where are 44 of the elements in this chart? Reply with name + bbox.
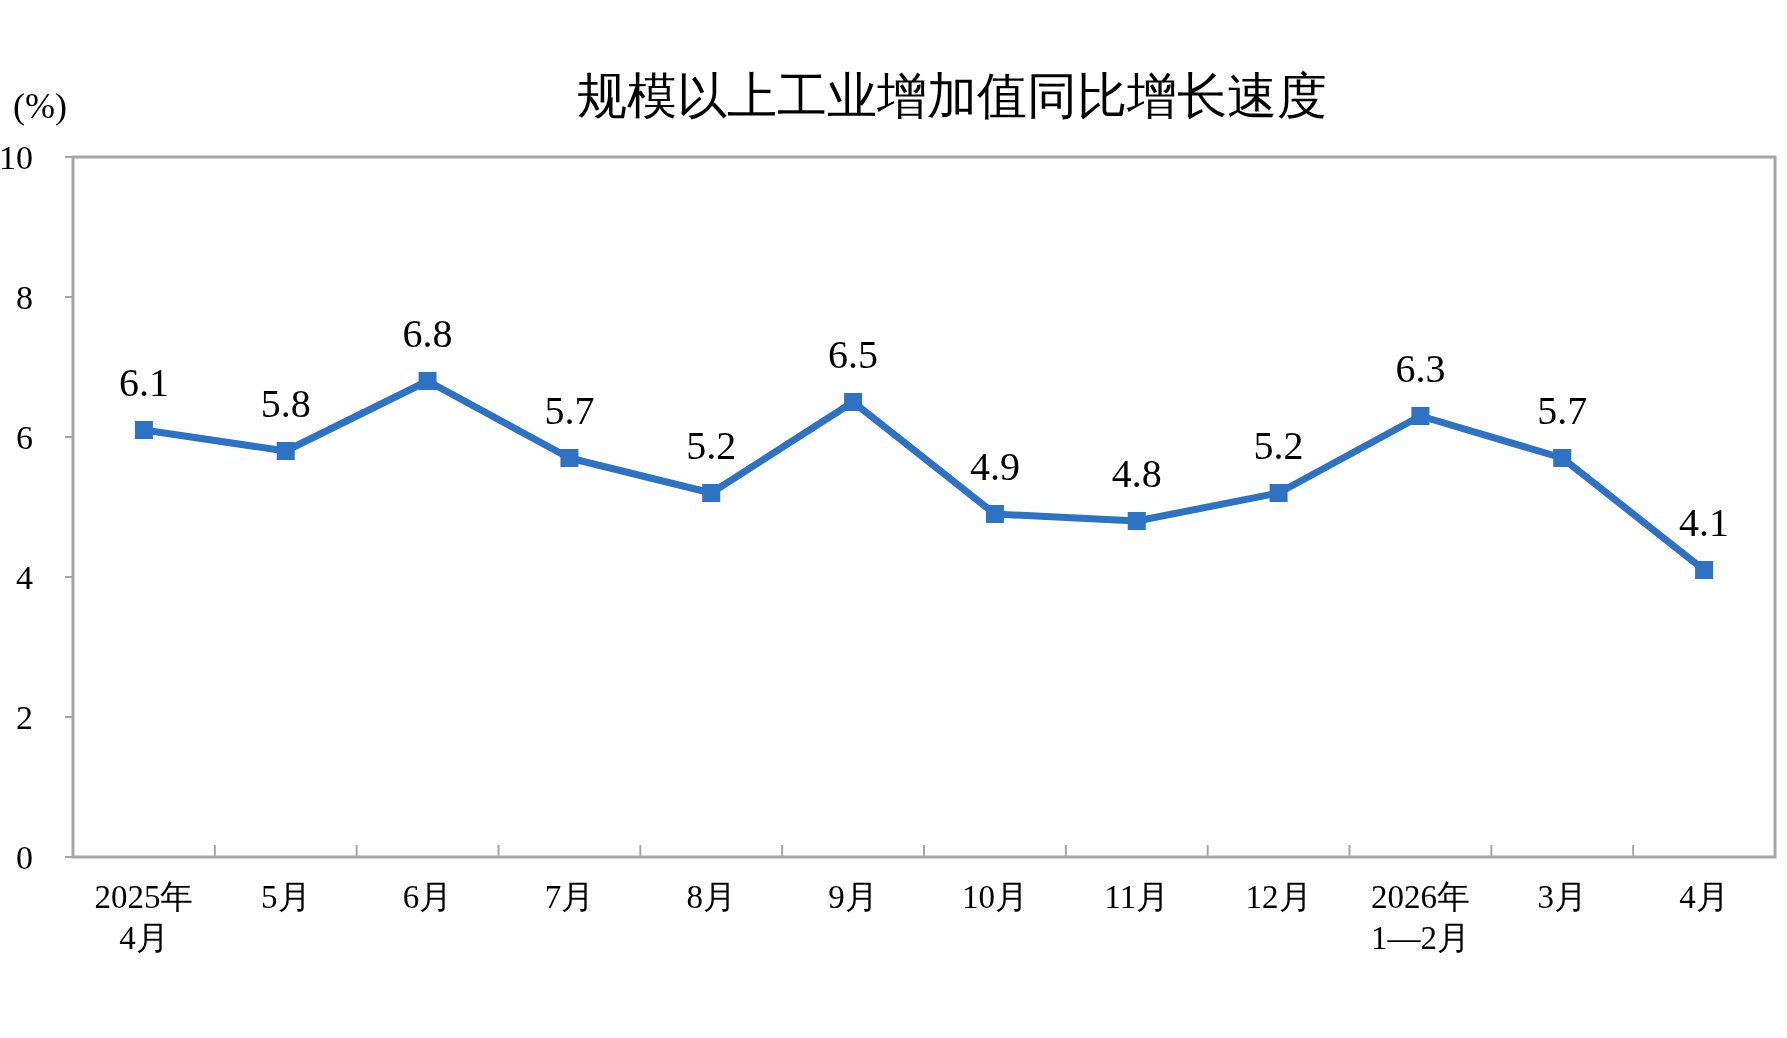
- x-tick-label: 6月: [402, 879, 453, 915]
- y-tick-label: 6: [16, 419, 33, 456]
- data-label: 5.2: [1253, 423, 1304, 468]
- data-label: 4.9: [969, 444, 1020, 489]
- point: [1553, 449, 1572, 467]
- point: [418, 372, 437, 390]
- x-tick-label: 5月: [261, 879, 311, 915]
- data-label: 5.2: [686, 423, 737, 468]
- x-tick-label: 10月: [961, 879, 1028, 915]
- data-label: 4.8: [1111, 451, 1162, 496]
- point: [276, 442, 295, 460]
- x-tick-label: 8月: [686, 879, 736, 915]
- data-label: 6.3: [1395, 346, 1446, 391]
- data-label: 6.8: [402, 311, 453, 356]
- data-label: 5.8: [260, 381, 311, 426]
- data-label: 5.7: [544, 388, 595, 433]
- point: [985, 505, 1004, 523]
- x-tick-label: 9月: [828, 879, 878, 915]
- data-label: 4.1: [1679, 500, 1730, 545]
- data-label: 5.7: [1537, 388, 1588, 433]
- point: [134, 421, 153, 439]
- point: [1127, 512, 1146, 530]
- point: [1411, 407, 1430, 425]
- x-tick-label: 12月: [1245, 879, 1312, 915]
- x-tick-label: 4月: [1679, 879, 1729, 915]
- data-label: 6.5: [828, 332, 879, 377]
- x-tick-label: 2025年 4月: [94, 879, 194, 957]
- point: [1269, 484, 1288, 502]
- point: [560, 449, 579, 467]
- point: [702, 484, 721, 502]
- y-tick-label: 4: [16, 559, 33, 596]
- x-tick-label: 2026年 1—2月: [1370, 879, 1470, 957]
- x-tick-label: 11月: [1104, 879, 1170, 915]
- y-tick-label: 8: [16, 279, 33, 316]
- x-tick-label: 7月: [544, 879, 595, 915]
- y-tick-label: 10: [0, 139, 33, 176]
- x-tick-label: 3月: [1537, 879, 1587, 915]
- point: [1695, 561, 1714, 579]
- y-axis-title: (%): [13, 86, 67, 126]
- data-label: 6.1: [118, 360, 169, 405]
- y-tick-label: 0: [16, 839, 33, 876]
- point: [844, 393, 863, 411]
- chart-title: 规模以上工业增加值同比增长速度: [577, 67, 1327, 125]
- y-tick-label: 2: [16, 699, 33, 736]
